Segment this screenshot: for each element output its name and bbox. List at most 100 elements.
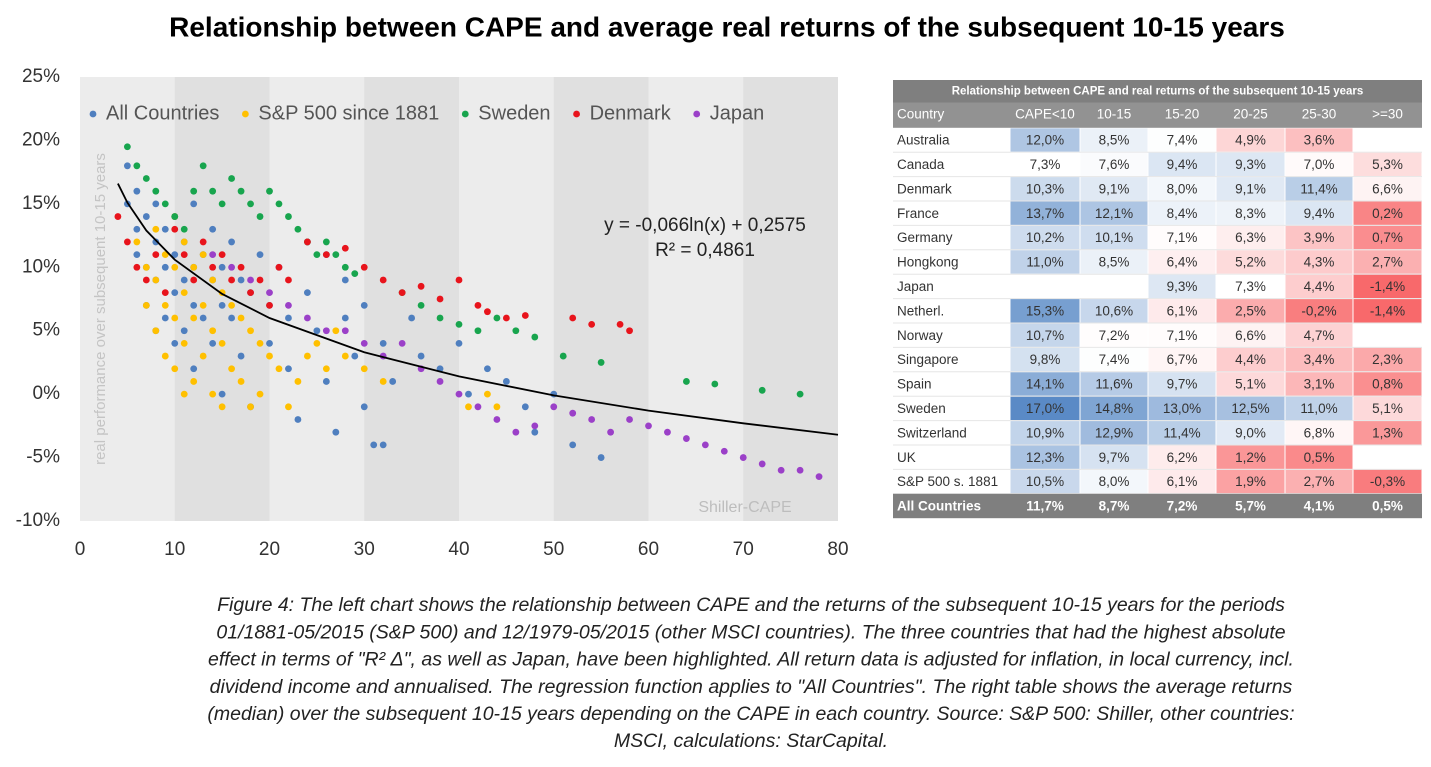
scatter-point — [322, 238, 330, 246]
table-cell: 8,5% — [1099, 133, 1130, 148]
table-cell: 11,0% — [1300, 401, 1337, 416]
scatter-point — [493, 416, 501, 423]
plot-band — [174, 77, 270, 521]
legend-label: Sweden — [478, 102, 550, 124]
scatter-point — [228, 175, 236, 182]
scatter-point — [341, 327, 349, 335]
plot-band — [364, 77, 459, 521]
scatter-point — [209, 251, 217, 258]
scatter-point — [531, 428, 539, 436]
table-header-cell: 15-20 — [1165, 107, 1200, 122]
table-header-cell: 25-30 — [1302, 107, 1337, 122]
scatter-point — [436, 295, 444, 303]
table-cell-bg — [1080, 225, 1148, 250]
y-tick-label: 0% — [33, 383, 61, 404]
scatter-point — [370, 441, 378, 449]
scatter-point — [465, 403, 472, 411]
table-cell-bg — [1216, 421, 1285, 445]
table-row-label: Sweden — [897, 401, 946, 416]
scatter-point — [247, 289, 254, 297]
y-axis-label: real performance over subsequent 10-15 y… — [92, 153, 109, 465]
table-cell: 8,3% — [1235, 206, 1266, 221]
scatter-point — [218, 251, 226, 258]
table-cell-bg — [1353, 225, 1422, 250]
table-cell: 4,3% — [1304, 255, 1335, 270]
scatter-point — [815, 473, 823, 480]
table-cell-bg — [1353, 274, 1422, 299]
trendline — [117, 183, 839, 436]
scatter-point — [474, 327, 482, 335]
table-cell-bg — [1080, 347, 1148, 372]
table-cell-bg — [1010, 299, 1080, 323]
scatter-point — [474, 301, 482, 309]
table-cell-bg — [1216, 225, 1285, 250]
table-header-cell: Country — [897, 107, 945, 122]
scatter-point — [512, 428, 520, 436]
scatter-point — [711, 380, 719, 388]
caption-line: 01/1881-05/2015 (S&P 500) and 12/1979-05… — [216, 621, 1285, 643]
scatter-point — [133, 162, 141, 170]
scatter-point — [266, 352, 273, 360]
table-cell-bg — [1010, 347, 1080, 372]
scatter-point — [493, 403, 501, 411]
scatter-point — [493, 314, 501, 322]
scatter-point — [190, 365, 198, 373]
scatter-point — [521, 403, 529, 411]
scatter-point — [360, 263, 368, 271]
table-cell-bg — [1285, 177, 1353, 201]
scatter-point — [237, 352, 245, 360]
table-cell-bg — [1010, 128, 1080, 152]
scatter-point — [379, 378, 387, 385]
scatter-point — [171, 213, 179, 220]
caption-line: effect in terms of "R² Δ", as well as Ja… — [208, 649, 1294, 671]
scatter-point — [569, 441, 577, 449]
scatter-point — [285, 213, 292, 220]
scatter-point — [247, 327, 254, 335]
scatter-point — [758, 460, 766, 468]
scatter-point — [228, 365, 236, 373]
table-cell-bg — [1216, 201, 1285, 225]
table-cell: 9,4% — [1304, 206, 1335, 221]
table-cell-bg — [1010, 421, 1080, 445]
table-total-bg — [893, 493, 1422, 519]
table-total-label: All Countries — [897, 499, 981, 514]
table-cell-bg — [1285, 421, 1353, 445]
scatter-point — [417, 282, 425, 290]
table-row-label: Norway — [897, 328, 943, 343]
scatter-point — [313, 340, 321, 347]
trendline-equation: y = -0,066ln(x) + 0,2575 — [604, 215, 806, 236]
scatter-point — [351, 270, 359, 278]
table-cell-bg — [1010, 250, 1080, 274]
table-cell-bg — [1353, 299, 1422, 323]
table-cell: 7,1% — [1167, 328, 1198, 343]
scatter-point — [237, 263, 245, 271]
scatter-point — [645, 422, 652, 430]
table-cell-bg — [1148, 323, 1216, 347]
table-cell: 8,0% — [1167, 181, 1198, 196]
scatter-point — [484, 365, 491, 373]
table-cell: 10,3% — [1026, 181, 1064, 196]
table-cell: 9,7% — [1099, 450, 1130, 465]
scatter-point — [379, 441, 387, 449]
table-cell: 8,5% — [1099, 255, 1130, 270]
table-cell-bg — [1216, 128, 1285, 152]
scatter-point — [379, 340, 387, 347]
table-row-label: Netherl. — [897, 303, 944, 318]
table-cell-bg — [1285, 445, 1353, 469]
scatter-point — [123, 238, 131, 246]
table-cell: 0,7% — [1372, 230, 1403, 245]
scatter-point — [209, 225, 217, 233]
scatter-point — [332, 251, 340, 258]
table-total-cell: 7,2% — [1167, 499, 1198, 514]
scatter-point — [190, 263, 198, 271]
table-cell-bg — [1010, 225, 1080, 250]
scatter-point — [114, 213, 122, 220]
scatter-point — [256, 276, 264, 284]
table-cell: 9,7% — [1167, 377, 1198, 392]
scatter-point — [142, 213, 150, 220]
table-cell: 3,6% — [1304, 133, 1335, 148]
table-cell-bg — [1285, 201, 1353, 225]
scatter-point — [379, 276, 387, 284]
scatter-point — [247, 276, 254, 284]
scatter-point — [152, 200, 160, 208]
